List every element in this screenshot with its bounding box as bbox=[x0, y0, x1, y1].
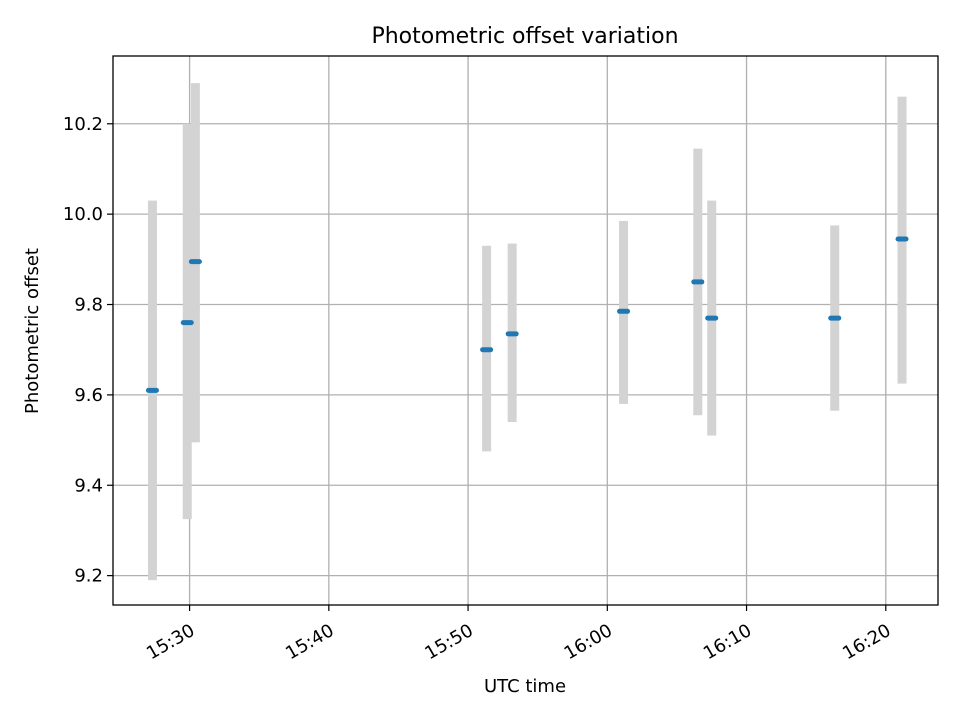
y-tick-label: 9.2 bbox=[74, 566, 103, 587]
grid bbox=[113, 56, 938, 605]
y-axis-label: Photometric offset bbox=[22, 248, 43, 414]
error-bars bbox=[147, 83, 907, 581]
y-tick-label: 10.0 bbox=[63, 204, 103, 225]
plot-frame bbox=[112, 55, 939, 606]
x-tick-label: 15:30 bbox=[143, 620, 198, 664]
x-tick-label: 16:10 bbox=[700, 620, 755, 664]
x-axis-label: UTC time bbox=[484, 676, 566, 697]
x-tick-label: 16:20 bbox=[839, 620, 894, 664]
y-tick-label: 9.8 bbox=[74, 295, 103, 316]
y-tick-label: 10.2 bbox=[63, 114, 103, 135]
y-tick-label: 9.6 bbox=[74, 385, 103, 406]
y-tick-label: 9.4 bbox=[74, 475, 103, 496]
x-tick-label: 15:40 bbox=[282, 620, 337, 664]
x-tick-label: 16:00 bbox=[561, 620, 616, 664]
data-points bbox=[145, 236, 909, 393]
x-tick-label: 15:50 bbox=[421, 620, 476, 664]
chart-title: Photometric offset variation bbox=[371, 24, 678, 49]
